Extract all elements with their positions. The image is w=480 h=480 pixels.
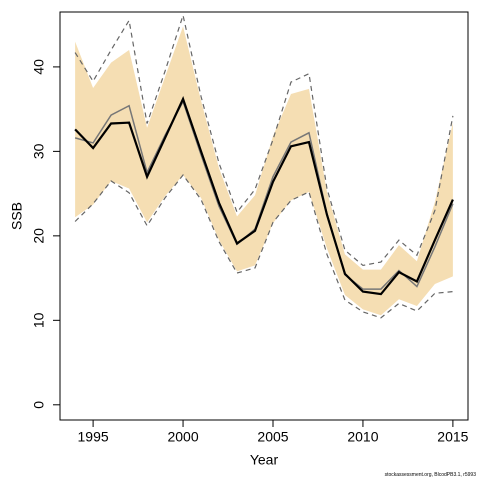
y-tick-label: 20	[31, 228, 47, 244]
x-tick-label: 2000	[167, 429, 198, 445]
y-tick-label: 10	[31, 312, 47, 328]
y-axis-label: SSB	[9, 202, 25, 230]
plot-frame	[59, 11, 469, 421]
interval-line	[74, 13, 454, 267]
x-tick-label: 2015	[437, 429, 468, 445]
estimate-line	[74, 99, 454, 290]
interval-line	[74, 174, 453, 319]
x-tick-label: 2005	[257, 429, 288, 445]
footnote: stockassessment.org, BlcodPB3.1, r5993	[385, 472, 477, 478]
x-axis-label: Year	[250, 452, 279, 468]
y-tick-label: 0	[31, 401, 47, 409]
x-tick-label: 1995	[78, 429, 109, 445]
y-tick-label: 30	[31, 143, 47, 159]
estimate-line	[74, 96, 454, 296]
confidence-band	[75, 26, 453, 316]
y-tick-label: 40	[31, 59, 47, 75]
x-tick-label: 2010	[347, 429, 378, 445]
